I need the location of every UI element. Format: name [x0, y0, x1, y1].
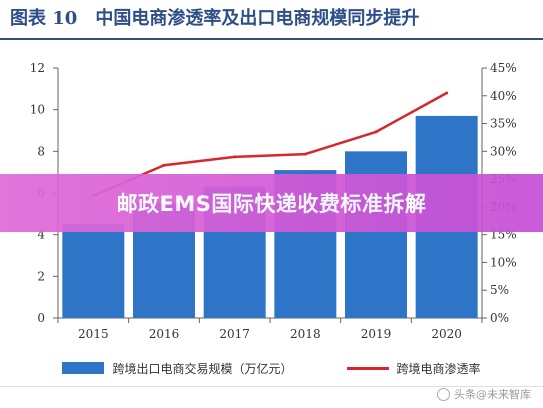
chart-legend: 跨境出口电商交易规模（万亿元） 跨境电商渗透率 — [0, 357, 543, 379]
line-point — [162, 163, 166, 167]
y-left-tick-label: 10 — [30, 103, 45, 117]
series-line — [92, 91, 448, 197]
y-left-tick-label: 4 — [37, 228, 45, 242]
y-right-tick-label: 0% — [490, 311, 509, 325]
legend-line-swatch — [346, 366, 389, 370]
y-left-tick-label: 8 — [37, 144, 45, 158]
line-point — [445, 91, 449, 95]
overlay-banner-text: 邮政EMS国际快递收费标准拆解 — [116, 192, 427, 216]
legend-bar-label: 跨境出口电商交易规模（万亿元） — [112, 361, 293, 376]
title-divider — [0, 38, 543, 40]
legend-item-bar: 跨境出口电商交易规模（万亿元） — [62, 360, 293, 377]
line-point — [233, 155, 237, 159]
y-right-tick-label: 35% — [490, 117, 517, 131]
y-right-tick-label: 30% — [490, 144, 517, 158]
chart-title: 图表 10 中国电商渗透率及出口电商规模同步提升 — [10, 4, 419, 30]
y-left-tick-label: 2 — [37, 269, 45, 283]
y-right-tick-label: 10% — [490, 255, 517, 269]
watermark-text: 头条@未来智库 — [454, 388, 531, 401]
line-point — [303, 152, 307, 156]
x-tick-label: 2018 — [290, 327, 321, 341]
x-tick-label: 2017 — [219, 327, 250, 341]
title-text: 中国电商渗透率及出口电商规模同步提升 — [95, 8, 420, 29]
watermark: 头条@未来智库 — [437, 386, 531, 402]
y-left-tick-label: 12 — [30, 61, 45, 75]
line-point — [374, 130, 378, 134]
x-tick-label: 2015 — [78, 327, 109, 341]
bar — [62, 224, 125, 318]
overlay-banner: 邮政EMS国际快递收费标准拆解 — [0, 174, 543, 232]
legend-bar-swatch — [62, 362, 105, 374]
y-right-tick-label: 40% — [490, 89, 517, 103]
title-prefix: 图表 10 — [10, 8, 78, 29]
y-left-tick-label: 0 — [37, 311, 45, 325]
y-right-tick-label: 5% — [490, 283, 509, 297]
legend-line-label: 跨境电商渗透率 — [396, 361, 481, 376]
y-right-tick-label: 45% — [490, 61, 517, 75]
bottom-divider — [0, 386, 543, 387]
x-tick-label: 2020 — [431, 327, 462, 341]
x-tick-label: 2019 — [361, 327, 392, 341]
x-tick-label: 2016 — [149, 327, 180, 341]
toutiao-logo-icon — [437, 387, 450, 401]
legend-item-line: 跨境电商渗透率 — [346, 360, 481, 377]
